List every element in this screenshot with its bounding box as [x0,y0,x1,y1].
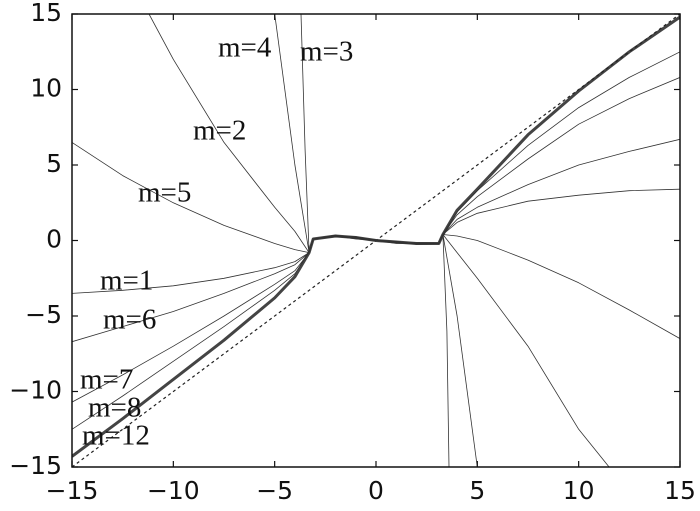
y-tick-label: 0 [46,225,62,254]
x-tick-label: 0 [368,476,384,505]
line-label: m=3 [300,36,353,68]
series-line [72,138,680,343]
y-tick-label: 5 [46,149,62,178]
line-label: m=6 [103,304,156,336]
x-tick-label: 5 [469,476,485,505]
line-label: m=12 [82,420,150,452]
y-tick-label: −5 [25,300,62,329]
y-tick-label: −10 [9,376,62,405]
line-label: m=2 [193,115,246,147]
x-tick-label: −15 [46,476,99,505]
x-tick-label: 15 [664,476,696,505]
line-label: m=4 [218,32,272,64]
x-tick-label: 10 [563,476,595,505]
line-label: m=1 [100,265,153,297]
y-tick-label: 15 [30,0,62,27]
x-tick-label: −10 [147,476,200,505]
y-tick-label: −15 [9,451,62,480]
plot-area [72,14,680,467]
y-tick-label: 10 [30,74,62,103]
series-line [300,14,450,467]
series-line [72,15,680,458]
x-tick-label: −5 [256,476,293,505]
line-label: m=8 [88,392,141,424]
line-label: m=7 [80,364,133,396]
line-label: m=5 [138,177,191,209]
